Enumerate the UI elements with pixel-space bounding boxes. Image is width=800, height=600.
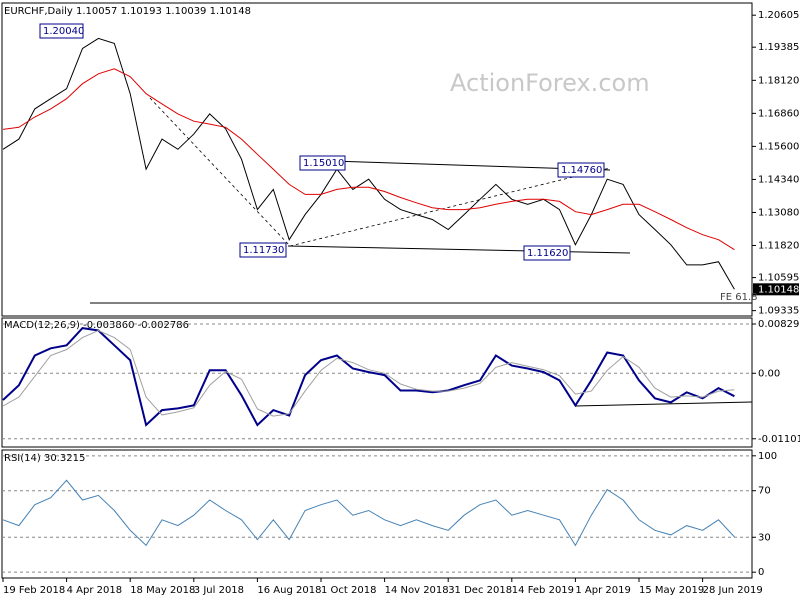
x-tick-label: 28 Jun 2019 bbox=[703, 585, 763, 596]
price-panel bbox=[1, 2, 753, 317]
y-tick-label: 0.00 bbox=[758, 368, 780, 379]
y-tick-label: 0.008292 bbox=[758, 319, 800, 330]
y-tick-label: 1.19385 bbox=[758, 42, 799, 53]
series-line bbox=[2, 68, 735, 251]
y-tick-label: 0 bbox=[758, 567, 764, 578]
x-tick-label: 18 May 2018 bbox=[130, 585, 195, 596]
y-tick-label: 1.10595 bbox=[758, 273, 799, 284]
x-tick-label: 16 Aug 2018 bbox=[257, 585, 321, 596]
y-tick-label: 1.13080 bbox=[758, 207, 799, 218]
annotation-box bbox=[39, 23, 84, 39]
annotation-box bbox=[523, 245, 571, 261]
projection-line bbox=[289, 167, 611, 247]
rsi-title: RSI(14) 30.3215 bbox=[4, 453, 85, 464]
x-tick-label: 4 Apr 2018 bbox=[67, 585, 122, 596]
x-tick-label: 3 Jul 2018 bbox=[194, 585, 244, 596]
y-tick-label: 1.09335 bbox=[758, 306, 799, 317]
x-tick-label: 15 May 2019 bbox=[639, 585, 704, 596]
annotation: 1.15010 bbox=[303, 158, 344, 169]
annotation-box bbox=[299, 155, 346, 171]
series-line bbox=[2, 329, 735, 417]
y-tick-label: 1.16860 bbox=[758, 108, 799, 119]
macd-panel bbox=[1, 317, 753, 448]
annotation-box bbox=[239, 242, 287, 258]
watermark: ActionForex.com bbox=[450, 69, 650, 97]
x-tick-label: 1 Oct 2018 bbox=[321, 585, 376, 596]
series-line bbox=[2, 37, 735, 290]
x-tick-label: 19 Feb 2018 bbox=[3, 585, 65, 596]
annotation-box bbox=[557, 162, 605, 178]
trend-line bbox=[287, 245, 631, 254]
x-tick-label: 14 Nov 2018 bbox=[385, 585, 449, 596]
y-tick-label: 1.14340 bbox=[758, 174, 799, 185]
annotation: 1.11730 bbox=[243, 245, 284, 256]
annotation: 1.14760 bbox=[561, 165, 602, 176]
last-price-box bbox=[753, 283, 799, 296]
y-tick-label: 1.15600 bbox=[758, 141, 799, 152]
y-tick-label: 70 bbox=[758, 486, 771, 497]
y-tick-label: -0.011015 bbox=[758, 434, 800, 445]
x-tick-label: 14 Feb 2019 bbox=[512, 585, 574, 596]
y-tick-label: 30 bbox=[758, 532, 771, 543]
x-tick-label: 31 Dec 2018 bbox=[448, 585, 512, 596]
macd-title: MACD(12,26,9) -0.003860 -0.002786 bbox=[4, 320, 189, 331]
y-tick-label: 1.18120 bbox=[758, 75, 799, 86]
x-tick-label: 1 Apr 2019 bbox=[575, 585, 630, 596]
y-tick-label: 1.11820 bbox=[758, 240, 799, 251]
projection-line bbox=[149, 97, 291, 247]
last-price-label: 1.10148 bbox=[758, 284, 799, 295]
series-line bbox=[2, 327, 735, 427]
series-line bbox=[2, 479, 735, 547]
annotation: 1.20040 bbox=[43, 26, 84, 37]
annotation: 1.11620 bbox=[527, 248, 568, 259]
y-tick-label: 100 bbox=[758, 451, 777, 462]
chart-title: EURCHF,Daily 1.10057 1.10193 1.10039 1.1… bbox=[4, 6, 251, 17]
annotation: FE 61.8 bbox=[720, 292, 758, 303]
rsi-panel bbox=[1, 449, 753, 579]
macd-trend-line bbox=[574, 401, 753, 407]
y-tick-label: 1.20605 bbox=[758, 10, 799, 21]
